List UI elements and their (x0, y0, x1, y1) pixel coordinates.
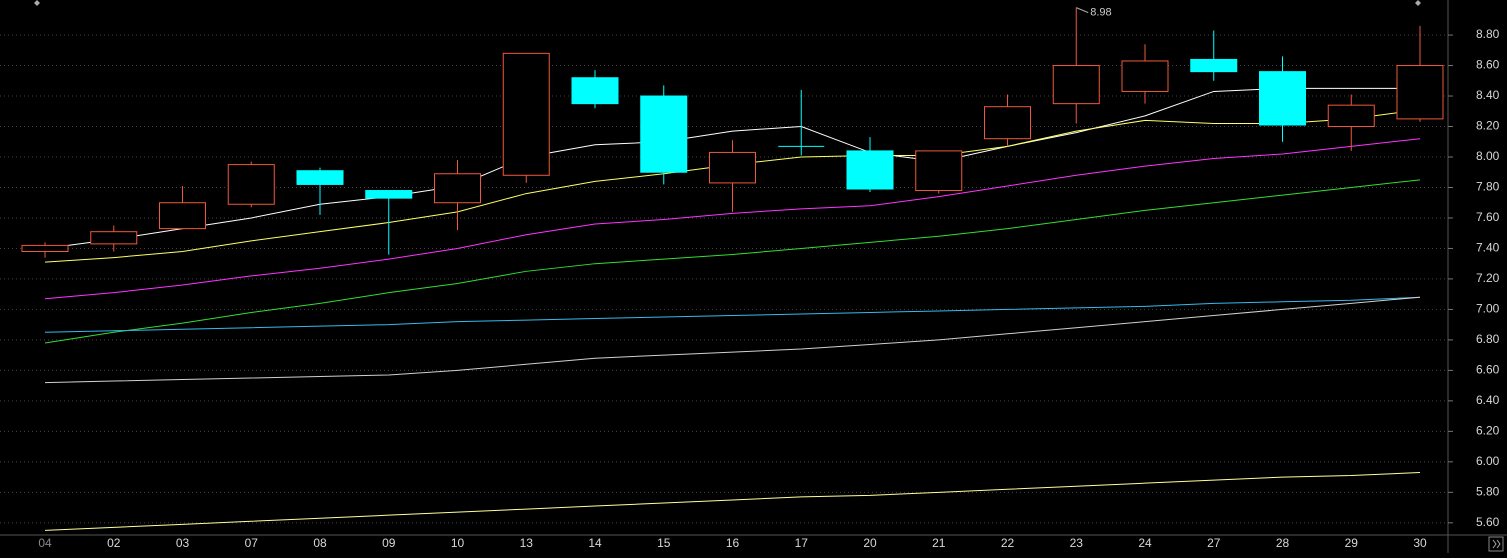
candle-body (434, 173, 481, 204)
x-tick-label: 03 (176, 536, 190, 550)
candle-body (90, 231, 138, 245)
moving-average-line (44, 296, 1421, 333)
scroll-icon (1492, 539, 1501, 549)
candle-body (227, 164, 275, 205)
y-tick-label: 6.20 (1476, 424, 1500, 438)
x-tick-label: 29 (1345, 536, 1359, 550)
x-tick-label: 17 (795, 536, 809, 550)
x-tick-label: 30 (1413, 536, 1427, 550)
moving-average-line (44, 296, 1421, 384)
high-pointer (1076, 7, 1089, 14)
x-tick-label: 02 (107, 536, 121, 550)
candle-body (1259, 71, 1306, 126)
marker-icon (1415, 0, 1421, 6)
y-tick-label: 8.00 (1476, 149, 1500, 163)
candle-body (1121, 60, 1169, 92)
y-tick-label: 5.80 (1476, 484, 1500, 498)
candle-body (1190, 58, 1238, 73)
y-tick-label: 6.00 (1476, 454, 1500, 468)
x-tick-label: 24 (1138, 536, 1152, 550)
high-label: 8.98 (1090, 7, 1111, 19)
moving-average-line (44, 179, 1421, 344)
x-tick-label: 20 (863, 536, 877, 550)
candle-body (846, 150, 894, 190)
x-tick-label: 13 (520, 536, 534, 550)
y-tick-label: 5.60 (1476, 515, 1500, 529)
y-tick-label: 6.80 (1476, 332, 1500, 346)
y-tick-label: 8.20 (1476, 119, 1500, 133)
candle-body (1396, 65, 1444, 120)
candle-body (159, 202, 206, 230)
x-tick-label: 22 (1001, 536, 1015, 550)
y-tick-label: 7.40 (1476, 241, 1500, 255)
y-tick-label: 7.20 (1476, 271, 1500, 285)
x-tick-label: 04 (38, 536, 52, 550)
candle-body (365, 190, 413, 199)
y-tick-label: 8.40 (1476, 88, 1500, 102)
moving-average-line (44, 472, 1421, 531)
marker-icon (34, 0, 40, 6)
moving-average-line (44, 138, 1421, 300)
x-tick-label: 21 (932, 536, 946, 550)
scroll-button[interactable] (1488, 536, 1504, 552)
candle-body (571, 77, 619, 105)
moving-average-line (44, 87, 1420, 249)
x-tick-label: 23 (1070, 536, 1084, 550)
y-tick-label: 7.60 (1476, 210, 1500, 224)
y-tick-label: 7.80 (1476, 180, 1500, 194)
x-tick-label: 28 (1276, 536, 1290, 550)
candle-body (640, 95, 688, 173)
candle-body (1052, 65, 1100, 105)
candle-body (21, 244, 69, 252)
candle-body (709, 151, 756, 184)
x-tick-label: 10 (451, 536, 465, 550)
x-tick-label: 09 (382, 536, 396, 550)
x-tick-label: 08 (313, 536, 327, 550)
x-tick-label: 27 (1207, 536, 1221, 550)
y-tick-label: 6.40 (1476, 393, 1500, 407)
candle-body (296, 170, 344, 185)
candle-body (984, 106, 1031, 140)
y-tick-label: 8.80 (1476, 27, 1500, 41)
y-tick-label: 6.60 (1476, 363, 1500, 377)
y-tick-label: 8.60 (1476, 58, 1500, 72)
x-tick-label: 16 (726, 536, 740, 550)
x-tick-label: 14 (588, 536, 602, 550)
candle-body (502, 52, 550, 176)
y-tick-label: 7.00 (1476, 302, 1500, 316)
candle-body (1327, 104, 1375, 128)
x-tick-label: 15 (657, 536, 671, 550)
x-tick-label: 07 (245, 536, 259, 550)
candle-body (915, 150, 963, 192)
